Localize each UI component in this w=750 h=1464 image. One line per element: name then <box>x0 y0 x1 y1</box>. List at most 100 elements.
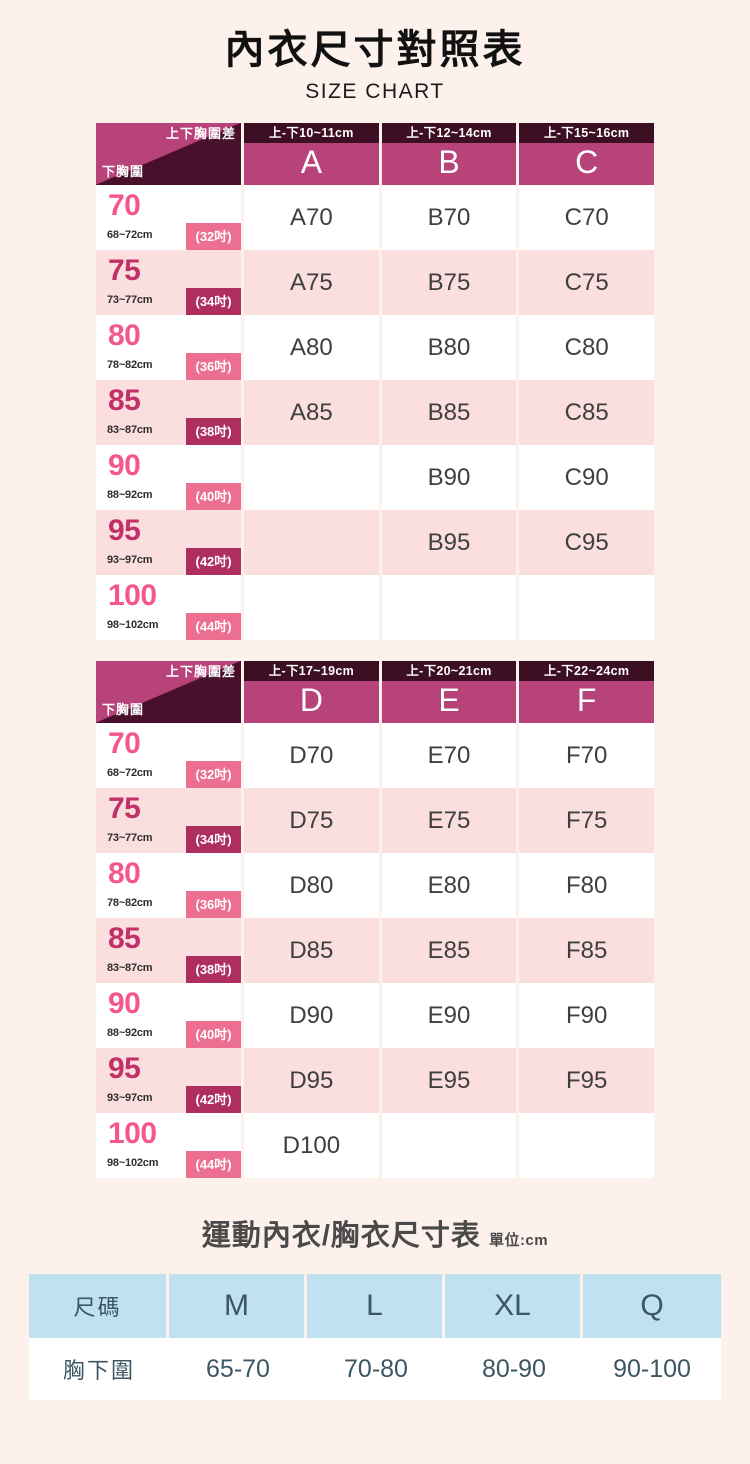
cup-column-letter: C <box>519 143 654 185</box>
size-cell: B80 <box>378 315 517 380</box>
size-cell: F95 <box>516 1048 654 1113</box>
underbust-size-number: 95 <box>108 1052 141 1085</box>
underbust-inch-badge: (44吋) <box>186 613 242 640</box>
underbust-cm-range: 98~102cm <box>107 1157 159 1169</box>
corner-label-bust-difference: 上下胸圍差 <box>166 126 237 141</box>
table-row: 100 98~102cm (44吋) D100 <box>96 1113 654 1178</box>
size-cell: D85 <box>241 918 379 983</box>
cup-column-header-a: 上-下10~11cm A <box>241 123 379 185</box>
table-row: 80 78~82cm (36吋) D80 E80 F80 <box>96 853 654 918</box>
underbust-cm-range: 73~77cm <box>107 832 153 844</box>
size-cell: A75 <box>241 250 379 315</box>
size-cell-empty <box>378 575 517 640</box>
size-cell: C85 <box>516 380 654 445</box>
table-row: 85 83~87cm (38吋) D85 E85 F85 <box>96 918 654 983</box>
underbust-cm-range: 83~87cm <box>107 962 153 974</box>
size-cell: F80 <box>516 853 654 918</box>
underbust-size-number: 85 <box>108 922 141 955</box>
underbust-size-number: 75 <box>108 254 141 287</box>
size-cell-empty <box>241 510 379 575</box>
underbust-inch-badge: (38吋) <box>186 956 242 983</box>
size-cell: E70 <box>378 723 517 788</box>
underbust-row-label: 85 83~87cm (38吋) <box>96 380 242 445</box>
sports-section-heading: 運動內衣/胸衣尺寸表 單位:cm <box>0 1212 750 1254</box>
cup-table-header-row: 上下胸圍差 下胸圍 上-下10~11cm A 上-下12~14cm B 上-下15~16cm… <box>96 123 654 185</box>
underbust-size-number: 80 <box>108 857 141 890</box>
page-title: 內衣尺寸對照表 <box>224 28 526 72</box>
underbust-row-label: 100 98~102cm (44吋) <box>96 575 242 640</box>
size-cell: F75 <box>516 788 654 853</box>
underbust-size-number: 80 <box>108 319 141 352</box>
underbust-inch-badge: (40吋) <box>186 1021 242 1048</box>
underbust-cm-range: 98~102cm <box>107 619 159 631</box>
size-cell: E95 <box>378 1048 517 1113</box>
size-cell: C90 <box>516 445 654 510</box>
table-row: 90 88~92cm (40吋) D90 E90 F90 <box>96 983 654 1048</box>
cup-column-header-e: 上-下20~21cm E <box>378 661 517 723</box>
size-cell: E85 <box>378 918 517 983</box>
table-row: 90 88~92cm (40吋) B90 C90 <box>96 445 654 510</box>
table-row: 85 83~87cm (38吋) A85 B85 C85 <box>96 380 654 445</box>
size-cell-empty <box>378 1113 517 1178</box>
size-cell-empty <box>516 1113 654 1178</box>
underbust-inch-badge: (44吋) <box>186 1151 242 1178</box>
size-cell: D100 <box>241 1113 379 1178</box>
underbust-cm-range: 88~92cm <box>107 1027 153 1039</box>
sports-size-l: L <box>307 1274 445 1338</box>
underbust-row-label: 75 73~77cm (34吋) <box>96 250 242 315</box>
underbust-size-number: 85 <box>108 384 141 417</box>
cup-column-letter: B <box>381 143 517 185</box>
underbust-cm-range: 78~82cm <box>107 897 153 909</box>
size-cell: C75 <box>516 250 654 315</box>
size-cell: C70 <box>516 185 654 250</box>
cup-column-difference-range: 上-下15~16cm <box>519 123 654 143</box>
size-cell: D80 <box>241 853 379 918</box>
corner-label-bust-difference: 上下胸圍差 <box>166 664 237 679</box>
cup-column-difference-range: 上-下20~21cm <box>381 661 517 681</box>
size-cell: C80 <box>516 315 654 380</box>
sports-value-xl: 80-90 <box>445 1338 583 1400</box>
underbust-size-number: 70 <box>108 189 141 222</box>
cup-size-table-table-def: 上下胸圍差 下胸圍 上-下17~19cm D 上-下20~21cm E 上-下22~24cm… <box>96 661 654 1178</box>
cup-tables-container: 上下胸圍差 下胸圍 上-下10~11cm A 上-下12~14cm B 上-下15~16cm… <box>0 123 750 1178</box>
underbust-size-number: 95 <box>108 514 141 547</box>
cup-column-difference-range: 上-下17~19cm <box>244 661 379 681</box>
underbust-row-label: 95 93~97cm (42吋) <box>96 1048 242 1113</box>
table-row: 95 93~97cm (42吋) D95 E95 F95 <box>96 1048 654 1113</box>
sports-title: 運動內衣/胸衣尺寸表 <box>201 1220 481 1252</box>
underbust-inch-badge: (32吋) <box>186 223 242 250</box>
underbust-inch-badge: (34吋) <box>186 288 242 315</box>
underbust-inch-badge: (32吋) <box>186 761 242 788</box>
underbust-inch-badge: (42吋) <box>186 1086 242 1113</box>
underbust-row-label: 70 68~72cm (32吋) <box>96 185 242 250</box>
size-cell-empty <box>516 575 654 640</box>
underbust-row-label: 80 78~82cm (36吋) <box>96 853 242 918</box>
underbust-size-number: 90 <box>108 449 141 482</box>
underbust-inch-badge: (36吋) <box>186 353 242 380</box>
size-cell: B70 <box>378 185 517 250</box>
size-cell: A85 <box>241 380 379 445</box>
underbust-size-number: 100 <box>108 1117 157 1150</box>
cup-table-corner-cell: 上下胸圍差 下胸圍 <box>96 661 242 723</box>
cup-column-difference-range: 上-下22~24cm <box>519 661 654 681</box>
underbust-cm-range: 93~97cm <box>107 554 153 566</box>
underbust-inch-badge: (36吋) <box>186 891 242 918</box>
sports-value-row: 胸下圍 65-70 70-80 80-90 90-100 <box>29 1338 721 1400</box>
size-cell: E80 <box>378 853 517 918</box>
sports-value-m: 65-70 <box>169 1338 307 1400</box>
cup-size-table-table-abc: 上下胸圍差 下胸圍 上-下10~11cm A 上-下12~14cm B 上-下15~16cm… <box>96 123 654 640</box>
underbust-inch-badge: (40吋) <box>186 483 242 510</box>
size-cell: D95 <box>241 1048 379 1113</box>
corner-label-underbust: 下胸圍 <box>102 164 145 179</box>
cup-table-corner-cell: 上下胸圍差下胸圍 <box>96 123 242 185</box>
cup-column-letter: E <box>381 681 517 723</box>
size-cell: B85 <box>378 380 517 445</box>
underbust-cm-range: 68~72cm <box>107 767 153 779</box>
table-row: 80 78~82cm (36吋) A80 B80 C80 <box>96 315 654 380</box>
size-cell-empty <box>241 575 379 640</box>
cup-column-difference-range: 上-下12~14cm <box>381 123 517 143</box>
size-cell: F85 <box>516 918 654 983</box>
size-cell: E75 <box>378 788 517 853</box>
underbust-row-label: 95 93~97cm (42吋) <box>96 510 242 575</box>
cup-column-letter: F <box>519 681 654 723</box>
